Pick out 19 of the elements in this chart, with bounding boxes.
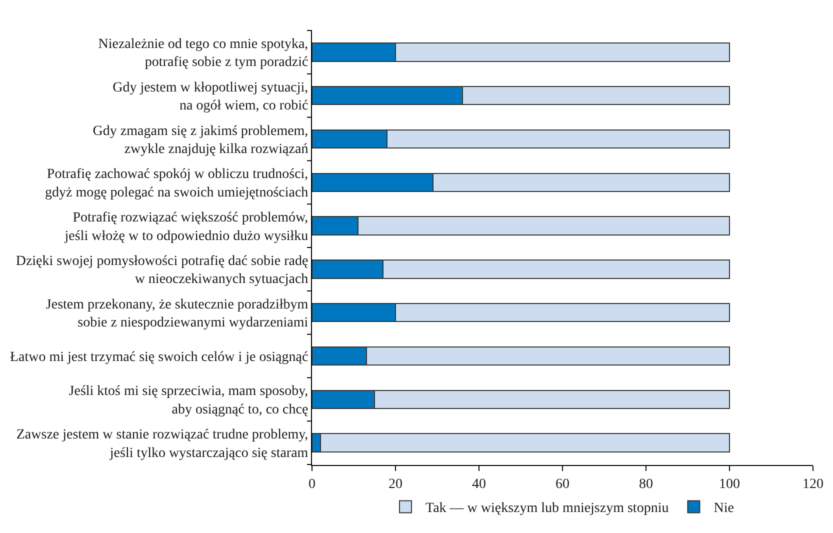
y-tick-label: Jestem przekonany, że skutecznie poradziłbym sobie z niespodziewanymi wydarzeniami: [46, 297, 308, 331]
y-tick-label: Gdy jestem w kłopotliwej sytuacji, na ogół wiem, co robić: [112, 80, 308, 114]
x-tick-label: 120: [802, 476, 824, 492]
x-tick-label: 40: [472, 476, 486, 492]
y-tick-label: Jeśli ktoś mi się sprzeciwia, mam sposoby, aby osiągnąć to, co chcę: [68, 384, 308, 418]
y-tick-label: Potrafię zachować spokój w obliczu trudności, gdyż mogę polegać na swoich umiejętnościach: [44, 167, 308, 200]
y-tick-label: Gdy zmagam się z jakimś problemem, zwykle znajduję kilka rozwiązań: [92, 124, 308, 157]
x-tick-label: 0: [308, 476, 316, 492]
x-tick-label: 100: [719, 476, 740, 492]
x-tick-label: 60: [556, 476, 570, 492]
y-tick-label: Niezależnie od tego co mnie spotyka, potrafię sobie z tym poradzić: [98, 37, 308, 70]
legend-label: Tak — w większym lub mniejszym stopniu: [426, 501, 669, 516]
y-tick-label: Zawsze jestem w stanie rozwiązać trudne problemy, jeśli tylko wystarczająco się staram: [16, 428, 308, 461]
legend-label: Nie: [714, 501, 734, 516]
y-tick-label: Łatwo mi jest trzymać się swoich celów i je osiągnąć: [10, 350, 308, 365]
x-tick-label: 80: [639, 476, 653, 492]
y-tick-label: Dzięki swojej pomysłowości potrafię dać sobie radę w nieoczekiwanych sytuacjach: [16, 254, 308, 288]
y-tick-label: Potrafię rozwiązać większość problemów, jeśli włożę w to odpowiednio dużo wysiłku: [64, 210, 308, 244]
x-tick-label: 20: [388, 476, 402, 492]
